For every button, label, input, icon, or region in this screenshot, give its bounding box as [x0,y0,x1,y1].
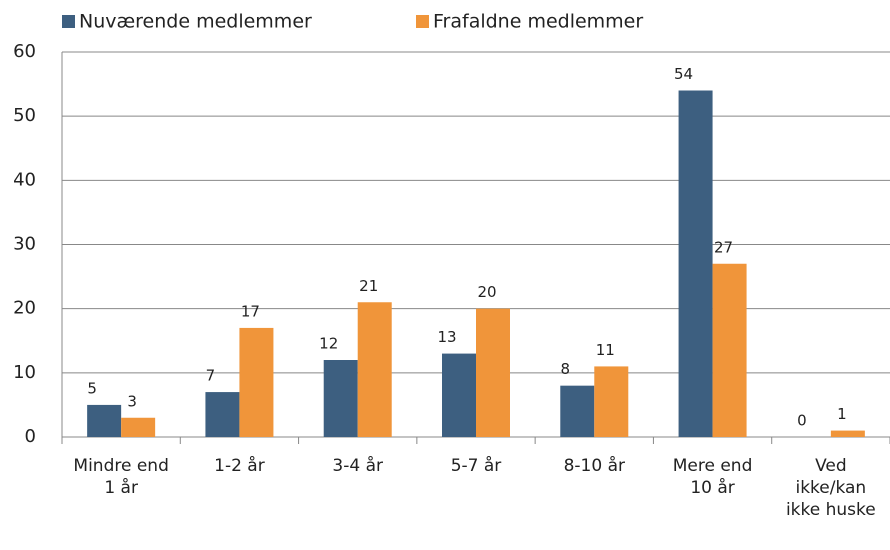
data-label: 17 [241,302,260,320]
data-label: 20 [477,283,496,301]
bar [357,302,392,437]
data-label: 12 [319,335,338,353]
bar [476,308,510,437]
data-label: 27 [714,238,733,256]
x-tick-label: 5-7 år [450,456,502,476]
x-tick-label: 1-2 år [214,456,265,476]
bar [678,90,713,437]
y-tick-label: 30 [13,234,36,255]
data-label: 7 [206,367,216,385]
data-label: 0 [797,412,807,430]
y-tick-label: 0 [25,426,36,447]
x-tick-label: Mindre end 1 år [73,456,169,498]
y-tick-label: 60 [13,41,36,62]
legend-label: Nuværende medlemmer [79,11,312,33]
x-tick-label: 8-10 år [563,456,625,476]
legend-swatch [62,15,75,28]
bar [712,263,747,437]
bar [239,327,274,437]
bar [442,353,476,437]
bar [830,430,865,437]
y-tick-label: 40 [13,169,36,190]
legend-swatch [416,15,429,28]
x-tick-label: 3-4 år [332,456,383,476]
bar [560,385,595,437]
data-label: 8 [561,360,571,378]
data-label: 5 [87,379,97,397]
bar [87,404,122,437]
y-tick-label: 50 [13,105,36,126]
data-label: 11 [596,341,615,359]
y-tick-label: 20 [13,298,36,319]
legend-label: Frafaldne medlemmer [433,11,643,33]
data-label: 54 [674,65,693,83]
data-label: 13 [437,328,456,346]
bar [323,360,358,437]
data-label: 1 [837,405,847,423]
x-tick-label: Mere end 10 år [672,456,753,498]
data-label: 3 [127,392,137,410]
bar [121,417,156,437]
bar [594,366,629,437]
y-tick-label: 10 [13,362,36,383]
bar [205,392,240,437]
data-label: 21 [359,277,378,295]
x-tick-label: Ved ikke/kan ikke huske [785,456,876,520]
